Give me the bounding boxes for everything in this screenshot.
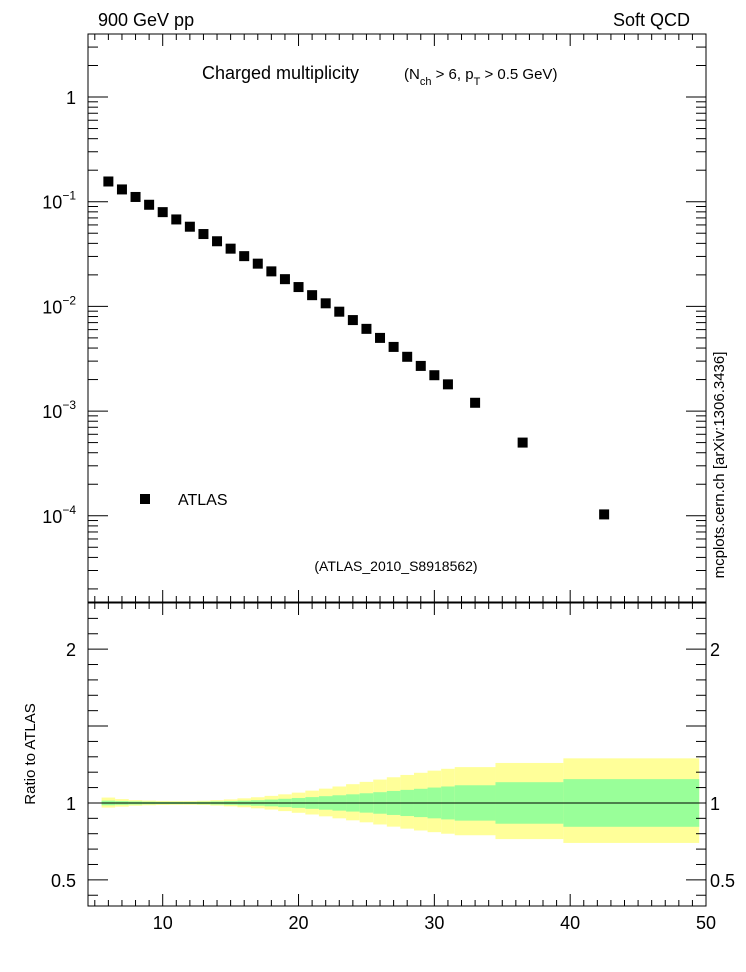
data-point (225, 243, 236, 254)
data-point (307, 290, 318, 301)
main-plot-panel: 1 10−1 10−2 10−3 10−4 Charged multiplicity (… (42, 33, 707, 603)
main-y-tick-label: 10−1 (42, 189, 76, 213)
data-point (130, 191, 141, 202)
ratio-y-tick-label-left: 1 (66, 794, 76, 814)
data-point (599, 509, 610, 520)
x-tick-label: 20 (289, 913, 309, 933)
main-y-tick-label: 10−3 (42, 398, 76, 422)
x-tick-label: 10 (153, 913, 173, 933)
x-tick-label: 30 (424, 913, 444, 933)
ratio-y-tick-label-left: 2 (66, 640, 76, 660)
data-point (239, 251, 250, 262)
data-point (184, 221, 195, 232)
data-point (144, 199, 155, 210)
data-point (320, 298, 331, 309)
category-label: Soft QCD (613, 10, 690, 30)
ratio-y-tick-label-right: 0.5 (710, 871, 735, 891)
data-point (293, 282, 304, 293)
data-point (116, 184, 127, 195)
data-point (252, 258, 263, 269)
data-point (334, 306, 345, 317)
data-point (388, 341, 399, 352)
subtitle-sub-ch: ch (420, 76, 432, 88)
ratio-axis-ticks (88, 603, 707, 906)
ratio-y-axis-label: Ratio to ATLAS (22, 703, 39, 804)
data-point (347, 315, 358, 326)
data-point (157, 207, 168, 218)
watermark: mcplots.cern.ch [arXiv:1306.3436] (711, 352, 728, 579)
data-point (103, 176, 114, 187)
ratio-plot-panel: 2 2 1 1 0.5 0.5 10 20 30 40 50 Ratio to ATLAS (22, 602, 735, 933)
subtitle-tail: > 0.5 GeV) (480, 66, 557, 83)
data-point (470, 397, 481, 408)
data-markers (103, 176, 610, 520)
plot-title: Charged multiplicity (202, 63, 359, 83)
data-point (402, 351, 413, 362)
x-tick-label: 40 (560, 913, 580, 933)
ratio-y-tick-label-right: 2 (710, 640, 720, 660)
data-point (361, 323, 372, 334)
legend: ATLAS (140, 492, 228, 509)
main-axis-ticks (88, 33, 707, 602)
main-y-tick-labels: 1 10−1 10−2 10−3 10−4 (42, 88, 76, 527)
uncertainty-bands (101, 758, 700, 843)
data-point (517, 437, 528, 448)
x-tick-label: 50 (696, 913, 716, 933)
main-y-tick-label: 10−2 (42, 293, 76, 317)
ratio-y-tick-labels: 2 2 1 1 0.5 0.5 (51, 640, 735, 891)
data-point (375, 332, 386, 343)
reference-tag: (ATLAS_2010_S8918562) (314, 558, 477, 574)
ratio-plot-frame (87, 602, 707, 907)
energy-label: 900 GeV pp (98, 10, 194, 30)
data-point (266, 266, 277, 277)
subtitle-sub-t: T (474, 76, 481, 88)
plot-subtitle: (Nch > 6, pT > 0.5 GeV) (404, 66, 557, 88)
data-point (198, 229, 209, 240)
data-point (171, 214, 182, 225)
main-y-tick-label: 10−4 (42, 503, 76, 527)
main-plot-frame (87, 33, 707, 603)
data-point (415, 360, 426, 371)
ratio-y-tick-label-right: 1 (710, 794, 720, 814)
main-y-tick-label: 1 (66, 88, 76, 108)
ratio-y-tick-label-left: 0.5 (51, 871, 76, 891)
subtitle-middle: > 6, p (431, 66, 473, 83)
legend-marker (140, 494, 150, 504)
plot-title-text: Charged multiplicity (202, 63, 359, 83)
data-point (279, 274, 290, 285)
legend-label: ATLAS (178, 492, 228, 509)
x-tick-labels: 10 20 30 40 50 (153, 913, 716, 933)
data-point (429, 370, 440, 381)
subtitle-open: (N (404, 66, 420, 83)
data-point (212, 236, 223, 247)
data-point (442, 379, 453, 390)
